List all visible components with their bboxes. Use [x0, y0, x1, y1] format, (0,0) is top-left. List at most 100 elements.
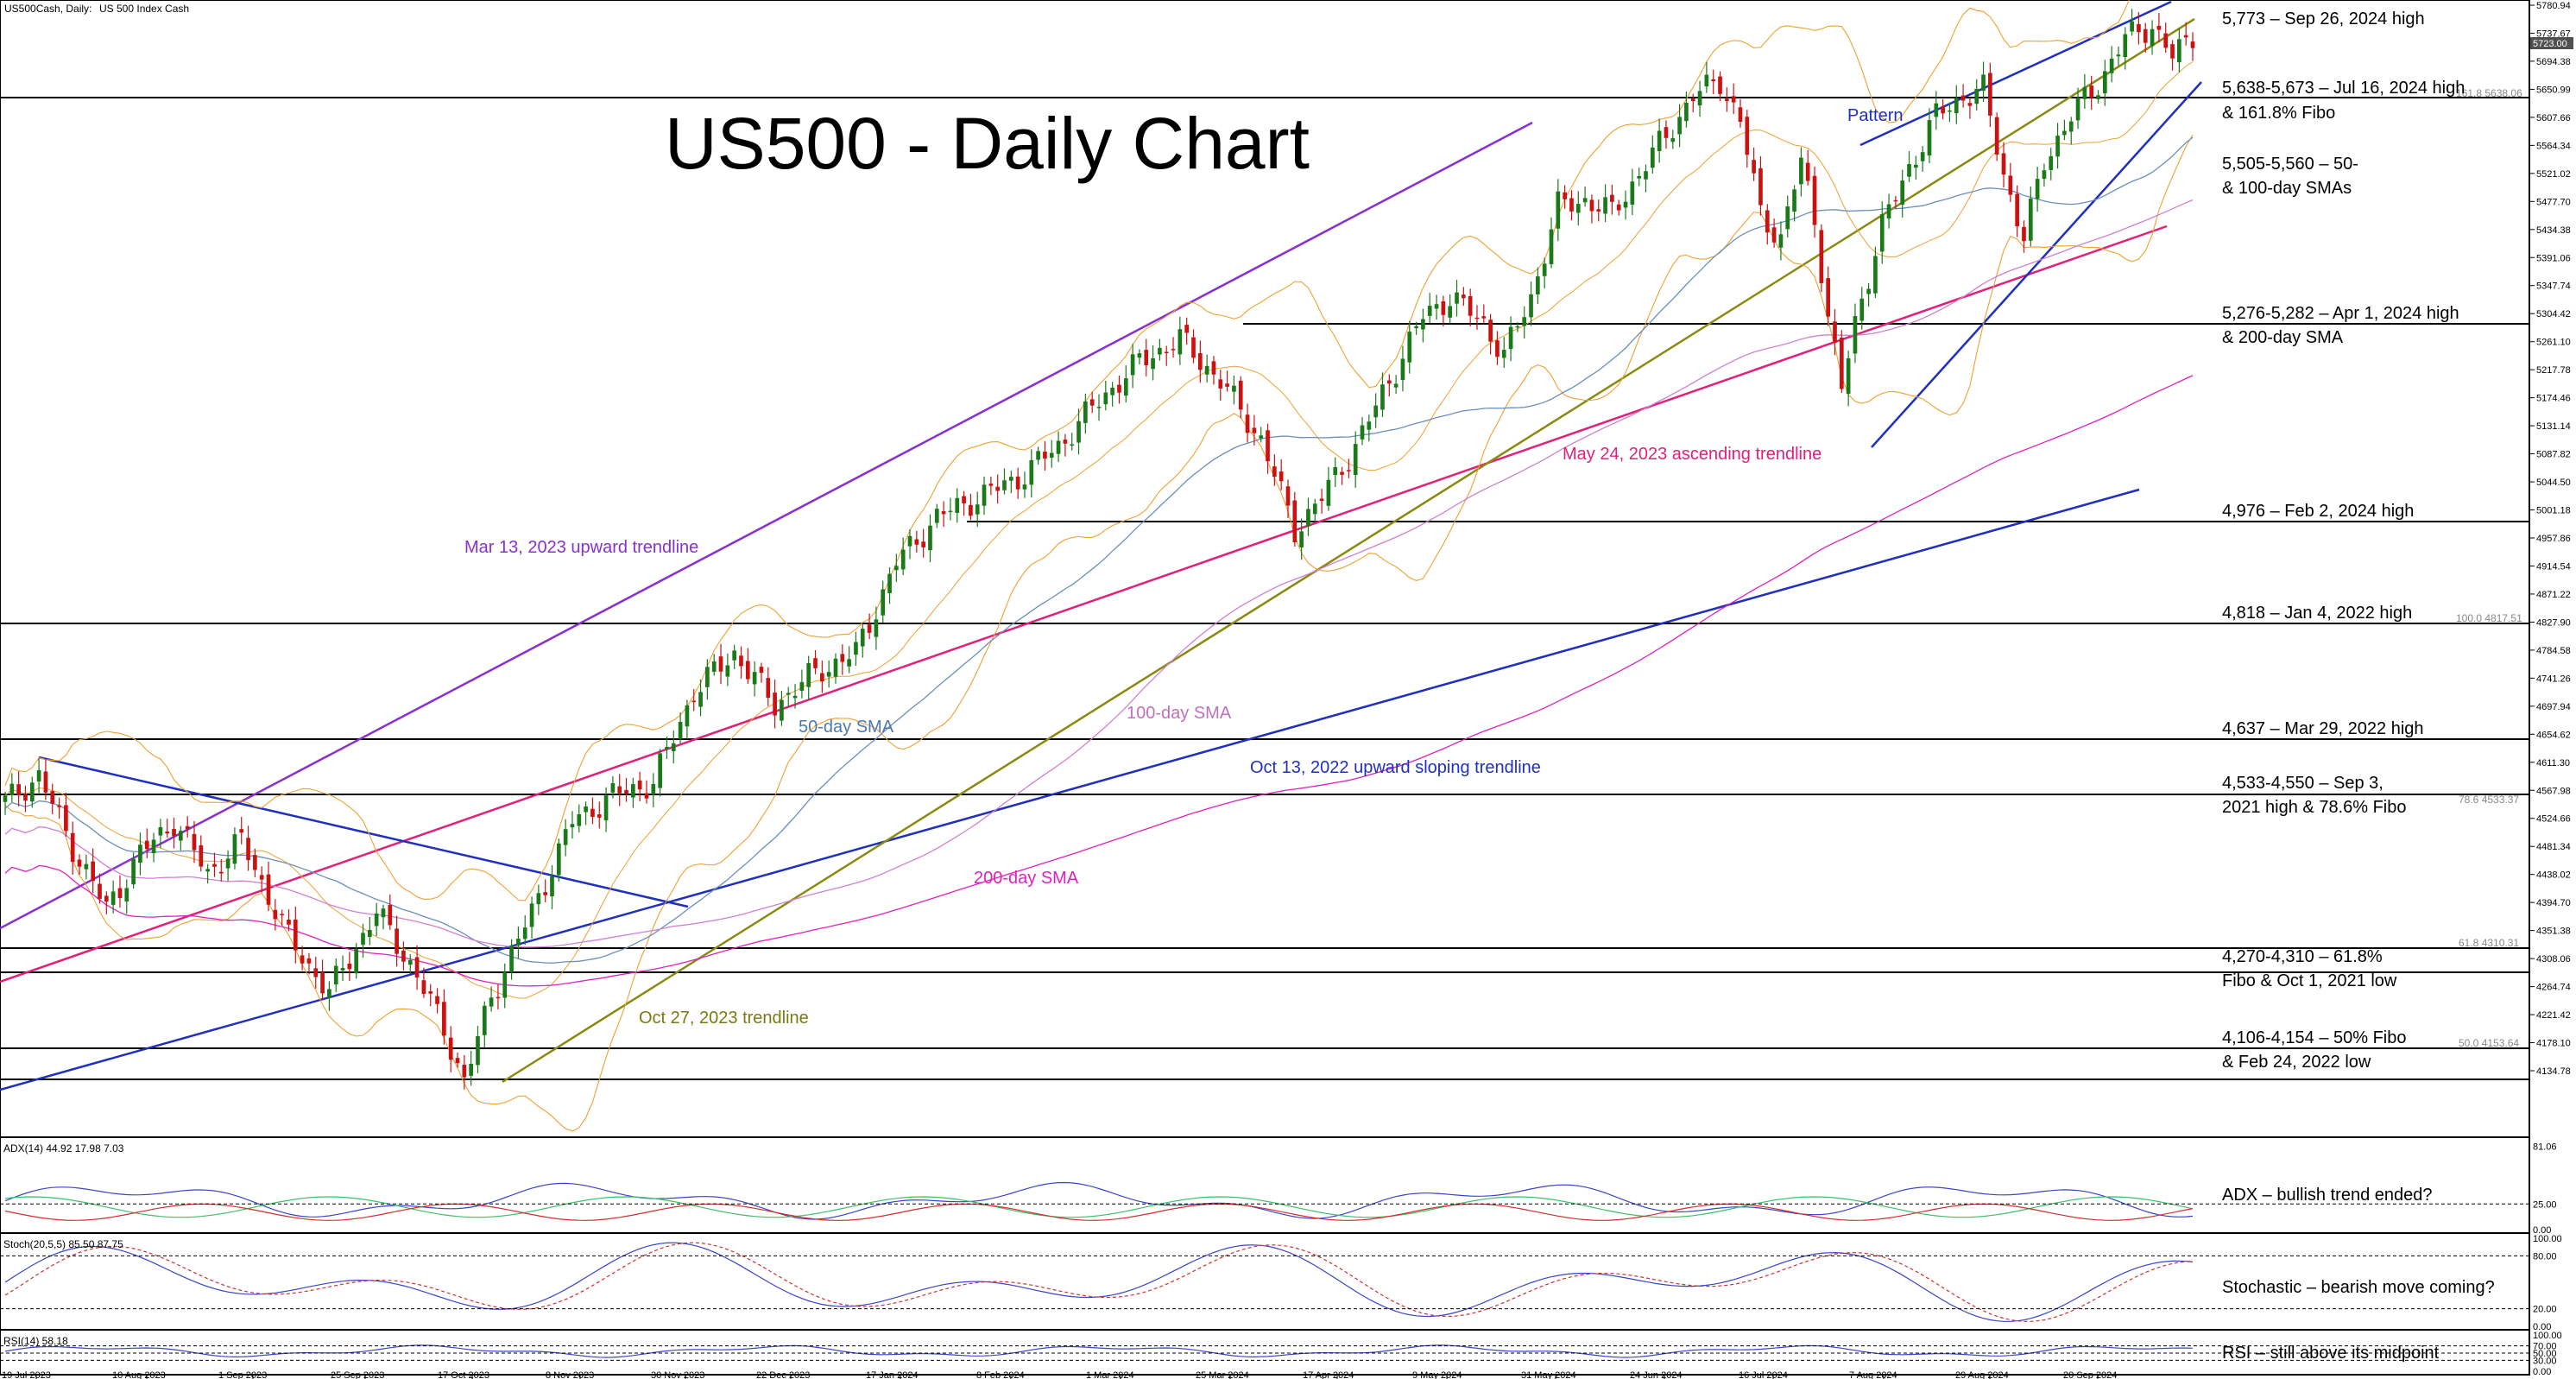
- candle: [502, 963, 508, 1009]
- candle: [718, 643, 723, 685]
- candle: [1238, 376, 1243, 419]
- candle: [948, 497, 953, 521]
- candle: [1245, 403, 1250, 443]
- date-tick-label: 30 Nov 2023: [651, 1370, 704, 1379]
- candle: [1002, 468, 1007, 495]
- candle: [1684, 92, 1689, 128]
- candle: [509, 939, 514, 980]
- candle: [603, 787, 609, 832]
- candle: [374, 902, 379, 937]
- moving-averages: [4, 136, 2194, 987]
- price-axis: 5780.94 5737.67 5694.38 5650.99 5607.66 5564.…: [2529, 1, 2571, 1077]
- candle: [1542, 257, 1547, 289]
- candle: [300, 946, 305, 971]
- candle: [1266, 423, 1270, 474]
- price-tick-label: 4308.06: [2536, 954, 2571, 965]
- level-labels: 5,773 – Sep 26, 2024 high 5,638-5,673 – …: [2222, 9, 2465, 1072]
- candle: [1076, 408, 1081, 455]
- candle: [1421, 308, 1425, 343]
- candle: [2150, 20, 2155, 55]
- candle: [1725, 87, 1729, 112]
- candle: [921, 528, 925, 558]
- candle: [1644, 164, 1648, 193]
- candle: [988, 476, 994, 496]
- level-label-4270-a: 4,270-4,310 – 61.8%: [2222, 947, 2383, 966]
- candle: [131, 852, 136, 889]
- candle: [1218, 370, 1223, 401]
- price-tick-label: 4827.90: [2536, 617, 2571, 628]
- candle: [1697, 80, 1702, 117]
- candle: [1144, 338, 1149, 376]
- date-tick-label: 1 Sep 2023: [218, 1370, 267, 1379]
- candle: [144, 828, 149, 858]
- candle: [1043, 441, 1047, 471]
- candle: [1718, 71, 1722, 102]
- candle: [1191, 329, 1196, 364]
- candle: [43, 759, 48, 800]
- price-tick-label: 4438.02: [2536, 870, 2571, 881]
- candle: [847, 646, 851, 674]
- candle: [1859, 287, 1865, 330]
- candle: [610, 775, 616, 799]
- candle: [941, 501, 946, 528]
- candle: [2102, 60, 2107, 106]
- candle: [1353, 431, 1358, 488]
- level-label-4637: 4,637 – Mar 29, 2022 high: [2222, 719, 2424, 738]
- candle: [833, 653, 838, 684]
- candle: [1137, 349, 1142, 365]
- candle: [293, 906, 298, 964]
- candle: [253, 848, 257, 877]
- level-label-5276-a: 5,276-5,282 – Apr 1, 2024 high: [2222, 304, 2459, 323]
- price-tick-label: 5434.38: [2536, 225, 2571, 236]
- candle: [84, 854, 89, 880]
- candle: [1677, 104, 1682, 148]
- candle: [813, 650, 818, 674]
- candle: [1110, 382, 1114, 407]
- candle: [1927, 108, 1932, 163]
- candle: [1123, 365, 1128, 403]
- candle: [1178, 316, 1183, 365]
- candle: [2163, 22, 2169, 53]
- candle: [1569, 190, 1574, 221]
- candle: [792, 684, 798, 709]
- candle: [1515, 322, 1520, 332]
- fibo-label-618: 61.8 4310.31: [2459, 937, 2519, 949]
- candle: [644, 780, 649, 804]
- candle: [1967, 98, 1973, 119]
- candle: [462, 1054, 467, 1090]
- candle: [489, 986, 494, 1012]
- candle: [306, 952, 312, 975]
- description-label: US 500 Index Cash: [99, 3, 189, 15]
- price-tick-label: 5217.78: [2536, 365, 2571, 376]
- indicator-axes: 81.0625.000.00100.0080.0020.000.00100.00…: [2533, 1142, 2562, 1377]
- date-tick-label: 31 May 2024: [1521, 1370, 1576, 1379]
- candle: [1089, 391, 1095, 414]
- candle: [2082, 73, 2087, 110]
- price-tick-label: 4178.10: [2536, 1039, 2571, 1049]
- price-tick-label: 4221.42: [2536, 1010, 2571, 1021]
- symbol-label: US500Cash, Daily:: [4, 3, 92, 15]
- candle: [820, 660, 824, 693]
- candle: [975, 491, 980, 528]
- candle: [1130, 344, 1135, 389]
- candle: [1103, 380, 1108, 411]
- candle: [1495, 331, 1500, 365]
- price-tick-label: 5304.42: [2536, 309, 2571, 319]
- candle: [2008, 162, 2013, 203]
- candle: [1029, 449, 1034, 498]
- candle: [637, 771, 642, 802]
- candle: [806, 655, 811, 700]
- level-label-4533-a: 4,533-4,550 – Sep 3,: [2222, 774, 2383, 793]
- price-tick-label: 4957.86: [2536, 534, 2571, 544]
- price-tick-label: 5131.14: [2536, 421, 2571, 432]
- candle: [2143, 22, 2148, 53]
- level-label-4270-b: Fibo & Oct 1, 2021 low: [2222, 971, 2397, 990]
- candle: [1893, 196, 1898, 209]
- price-tick-label: 4871.22: [2536, 590, 2571, 600]
- candle: [2109, 46, 2114, 83]
- candle: [192, 820, 197, 863]
- date-tick-label: 24 Jun 2024: [1630, 1370, 1683, 1379]
- candle: [1158, 338, 1162, 361]
- candle: [151, 832, 156, 863]
- candle: [1049, 440, 1054, 468]
